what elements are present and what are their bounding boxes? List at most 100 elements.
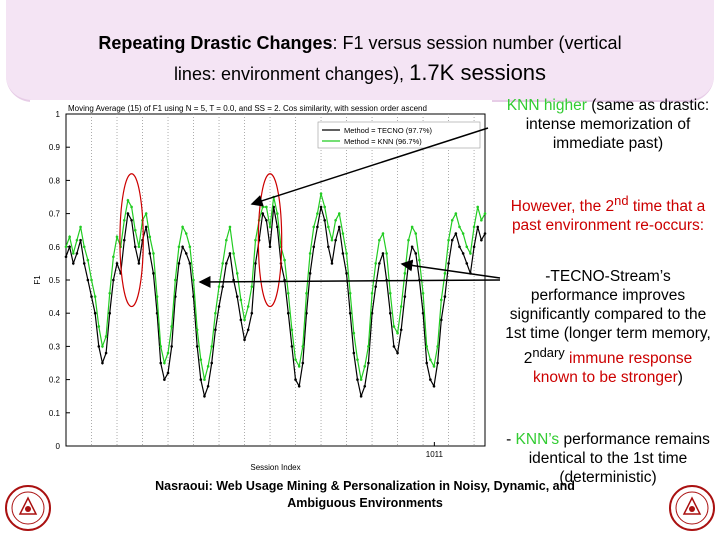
series-1-point-85 — [374, 262, 377, 265]
series-1-point-2 — [71, 252, 75, 255]
series-0-point-98 — [421, 311, 425, 315]
ytick-label-6: 0.6 — [49, 243, 61, 252]
series-1-point-16 — [122, 218, 126, 222]
series-1-point-22 — [144, 212, 148, 215]
series-1-point-108 — [458, 225, 461, 229]
series-1-point-50 — [246, 305, 250, 308]
series-0-point-101 — [432, 384, 436, 388]
series-1-point-1 — [68, 235, 71, 239]
series-0-point-65 — [301, 361, 305, 365]
series-0-point-4 — [79, 238, 82, 242]
series-0-point-107 — [454, 232, 458, 235]
ytick-label-0: 0 — [56, 442, 61, 451]
series-1-point-6 — [86, 258, 90, 262]
series-0-point-106 — [450, 238, 454, 242]
series-1-point-67 — [308, 252, 312, 255]
series-0-point-61 — [286, 311, 290, 315]
series-1-point-114 — [480, 218, 483, 222]
ytick-label-4: 0.4 — [49, 309, 61, 318]
series-1-point-103 — [439, 298, 443, 302]
series-0-point-79 — [352, 351, 356, 355]
series-1-point-5 — [82, 245, 86, 249]
series-0-point-2 — [71, 262, 75, 265]
series-0-point-77 — [345, 272, 348, 275]
series-1-point-37 — [199, 358, 203, 361]
series-0-point-6 — [86, 278, 90, 282]
highlight-circle-0 — [119, 173, 144, 308]
callout3-a: -TECNO-Stream’s performance improves sig… — [505, 268, 711, 368]
series-1-point-36 — [195, 328, 199, 332]
slide-title: Repeating Drastic Changes: F1 versus ses… — [0, 28, 720, 89]
series-0-point-100 — [429, 378, 432, 381]
series-1-point-76 — [341, 232, 345, 235]
series-0-point-42 — [217, 305, 221, 308]
arrow-first-time — [198, 275, 501, 288]
callout2-a: However, the 2 — [510, 198, 615, 216]
series-1-point-100 — [429, 358, 432, 361]
series-1-point-48 — [239, 298, 243, 302]
series-0-point-46 — [232, 278, 235, 282]
series-1-point-99 — [425, 345, 429, 348]
series-0-point-91 — [396, 351, 399, 355]
series-0-point-84 — [370, 311, 374, 315]
series-1-point-8 — [93, 295, 97, 298]
series-0-point-13 — [112, 278, 115, 282]
series-0-point-62 — [290, 345, 294, 348]
series-0-point-54 — [261, 212, 265, 215]
series-1-point-55 — [265, 205, 268, 209]
series-0-point-99 — [425, 361, 429, 365]
series-1-point-90 — [392, 325, 396, 328]
series-0-point-41 — [214, 328, 217, 332]
series-1-point-94 — [407, 238, 410, 242]
series-1-point-96 — [414, 232, 418, 235]
series-1-point-17 — [126, 199, 130, 202]
series-0-point-19 — [133, 245, 137, 249]
series-1-point-107 — [454, 212, 458, 215]
series-0-point-3 — [75, 252, 79, 255]
series-1-point-92 — [399, 305, 403, 308]
legend-label-1: Method = KNN (96.7%) — [344, 137, 422, 146]
series-0-point-92 — [399, 328, 403, 332]
series-0-point-38 — [203, 394, 206, 398]
series-0-point-67 — [308, 272, 312, 275]
series-0-point-64 — [297, 384, 301, 388]
ytick-label-3: 0.3 — [49, 342, 61, 351]
series-0-point-58 — [276, 225, 279, 229]
series-1-point-70 — [319, 192, 323, 195]
series-1-point-42 — [217, 285, 221, 288]
ytick-label-7: 0.7 — [49, 210, 61, 219]
series-0-point-24 — [152, 272, 155, 275]
series-0-point-105 — [447, 262, 450, 265]
series-1-point-47 — [235, 272, 239, 275]
series-1-point-30 — [174, 278, 177, 282]
series-0-point-108 — [458, 245, 461, 249]
series-0-point-7 — [90, 295, 93, 298]
series-1-point-0 — [64, 245, 68, 249]
series-0-point-115 — [483, 232, 487, 235]
series-1-point-23 — [148, 235, 152, 239]
series-0-point-29 — [170, 345, 173, 348]
series-0-point-55 — [265, 218, 268, 222]
series-1-point-3 — [75, 238, 79, 242]
series-0-point-95 — [410, 245, 414, 249]
series-1-point-83 — [367, 345, 370, 348]
series-1-point-54 — [261, 205, 265, 209]
series-0-point-17 — [126, 212, 130, 215]
series-0-point-69 — [316, 225, 319, 229]
series-0-point-36 — [195, 345, 199, 348]
f1-chart-svg: 0 0.1 0.2 0.3 0.4 0.5 0.6 0.7 0.8 0.9 1 1011 Moving … — [30, 100, 501, 474]
callout-tecno-improves: -TECNO-Stream’s performance improves sig… — [502, 267, 714, 387]
ytick-label-8: 0.8 — [49, 176, 61, 185]
series-1-point-7 — [90, 278, 93, 282]
series-1-point-95 — [410, 225, 414, 229]
series-1-point-33 — [184, 232, 188, 235]
ytick-label-10: 1 — [56, 110, 61, 119]
series-0-point-20 — [137, 262, 141, 265]
series-1-point-12 — [108, 291, 112, 295]
series-1-point-68 — [312, 225, 316, 229]
series-1-point-65 — [301, 345, 305, 348]
series-1-point-35 — [192, 278, 195, 282]
series-0-point-80 — [356, 378, 359, 381]
title-line2-a: lines: environment changes), — [173, 64, 405, 84]
y-axis-label: F1 — [33, 275, 42, 285]
